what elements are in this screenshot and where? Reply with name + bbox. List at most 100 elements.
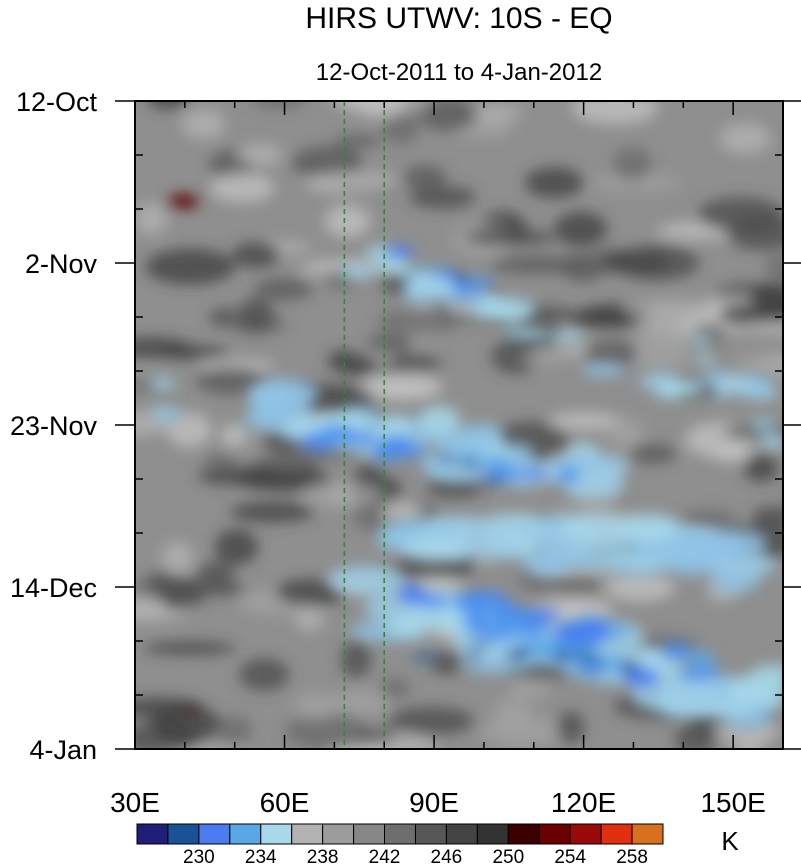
chart-title: HIRS UTWV: 10S - EQ bbox=[305, 2, 612, 35]
field-blob bbox=[382, 499, 422, 526]
moist-blob bbox=[746, 375, 770, 395]
field-blob bbox=[409, 185, 476, 209]
field-blob bbox=[491, 338, 539, 375]
colorbar-swatch bbox=[260, 823, 293, 845]
field-blob bbox=[430, 651, 462, 675]
field-blob bbox=[195, 582, 247, 597]
moist-blob bbox=[631, 678, 714, 713]
field-blob bbox=[489, 255, 584, 274]
field-blob bbox=[148, 101, 188, 110]
plot-area bbox=[135, 101, 783, 749]
field-blob bbox=[238, 657, 290, 691]
moist-blob bbox=[467, 641, 491, 648]
x-tick-label: 90E bbox=[409, 787, 459, 818]
moist-blob bbox=[462, 611, 489, 634]
colorbar-label: 242 bbox=[369, 847, 401, 864]
field-blob bbox=[521, 351, 564, 365]
colorbar-units: K bbox=[721, 826, 739, 856]
field-blob bbox=[493, 698, 533, 727]
field-blob bbox=[297, 263, 340, 276]
moist-blob bbox=[757, 434, 783, 448]
field-blob bbox=[294, 607, 325, 632]
moist-blob bbox=[513, 518, 556, 539]
field-blob bbox=[734, 354, 783, 376]
moist-blob bbox=[502, 327, 551, 341]
field-blob bbox=[214, 528, 259, 565]
moist-blob bbox=[464, 463, 481, 469]
field-blob bbox=[524, 167, 584, 198]
colorbar-swatch bbox=[291, 823, 324, 845]
moist-blob bbox=[371, 442, 403, 463]
y-axis: 12-Oct 2-Nov 23-Nov 14-Dec 4-Jan bbox=[10, 87, 801, 765]
field-blob bbox=[471, 104, 522, 122]
moist-blob bbox=[339, 264, 375, 279]
field-blob bbox=[481, 717, 565, 746]
colorbar-swatch bbox=[538, 823, 571, 845]
colorbar-swatch bbox=[384, 823, 416, 845]
moist-blob bbox=[486, 453, 511, 469]
moist-blob bbox=[749, 418, 778, 431]
field-blob bbox=[232, 242, 281, 268]
field-blob bbox=[360, 373, 443, 401]
field-blob bbox=[614, 245, 700, 281]
moist-blob bbox=[389, 613, 433, 638]
moist-blob bbox=[397, 444, 427, 458]
moist-blob bbox=[460, 457, 475, 464]
field-blob bbox=[355, 101, 407, 119]
moist-blob bbox=[684, 650, 717, 669]
moist-blob bbox=[518, 467, 549, 480]
moist-blob bbox=[480, 297, 537, 321]
moist-blob bbox=[472, 537, 523, 559]
x-tick-label: 150E bbox=[700, 787, 765, 818]
moist-blob bbox=[676, 668, 724, 682]
moist-blob bbox=[400, 536, 468, 562]
field-blob bbox=[629, 442, 677, 465]
field-blob bbox=[340, 641, 372, 678]
colorbar-swatch bbox=[229, 823, 262, 845]
moist-blob bbox=[383, 245, 415, 259]
colorbar-label: 230 bbox=[183, 847, 215, 864]
moist-blob bbox=[402, 288, 439, 304]
colorbar-swatch bbox=[476, 823, 509, 845]
field-blob bbox=[604, 573, 676, 602]
field-blob bbox=[252, 101, 306, 109]
field-blob bbox=[559, 571, 599, 603]
moist-blob bbox=[557, 513, 637, 543]
field-blob bbox=[571, 101, 659, 125]
colorbar-label: 234 bbox=[245, 847, 277, 864]
field-blob bbox=[426, 477, 483, 499]
field-blob bbox=[135, 336, 193, 359]
moist-blob bbox=[622, 666, 661, 689]
field-blob bbox=[334, 689, 389, 715]
moist-blob bbox=[690, 335, 714, 346]
field-blob bbox=[626, 333, 692, 371]
field-blob bbox=[712, 445, 750, 463]
field-blob bbox=[764, 254, 783, 282]
field-blob bbox=[635, 317, 682, 338]
field-blob bbox=[583, 339, 639, 368]
moist-blob bbox=[582, 362, 626, 377]
moist-blob bbox=[617, 662, 635, 671]
chart-subtitle: 12-Oct-2011 to 4-Jan-2012 bbox=[316, 59, 602, 86]
field-blob bbox=[381, 108, 420, 145]
field-blob bbox=[197, 466, 280, 486]
field-blob bbox=[301, 482, 383, 508]
field-blob bbox=[591, 175, 682, 191]
field-blob bbox=[554, 211, 608, 247]
moist-blob bbox=[156, 409, 180, 422]
moist-blob bbox=[570, 651, 595, 658]
moist-blob bbox=[660, 642, 692, 662]
y-tick-label: 14-Dec bbox=[10, 573, 97, 603]
moist-blob bbox=[186, 709, 198, 714]
moist-blob bbox=[250, 393, 291, 412]
field-blob bbox=[674, 723, 718, 749]
colorbar: 230 234 238 242 246 250 254 258 bbox=[136, 823, 664, 864]
field-blob bbox=[561, 253, 605, 283]
field-blob bbox=[220, 423, 249, 447]
field-blob bbox=[379, 677, 411, 699]
field-blob bbox=[196, 561, 235, 586]
field-blob bbox=[237, 143, 283, 166]
field-blob bbox=[135, 592, 167, 622]
field-blob bbox=[238, 297, 275, 332]
field-blob bbox=[306, 171, 400, 195]
